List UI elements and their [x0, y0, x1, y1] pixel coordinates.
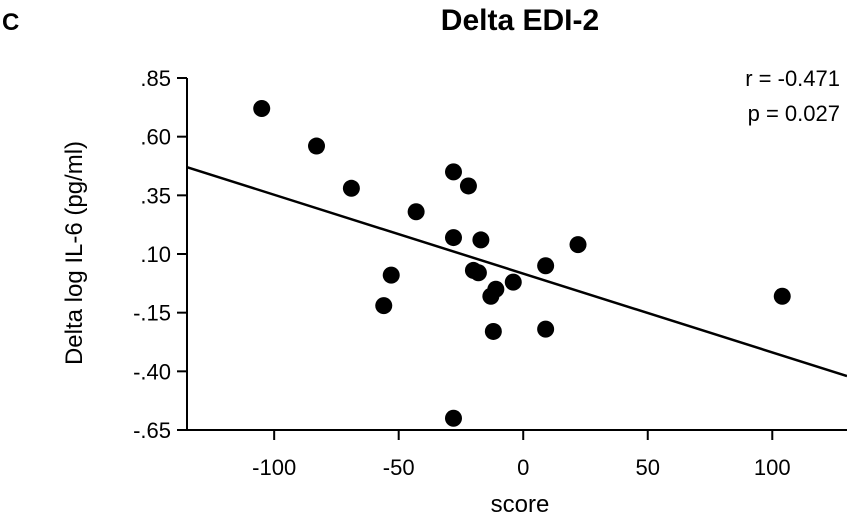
data-point [407, 203, 425, 221]
data-point [375, 297, 393, 315]
data-point [537, 320, 555, 338]
data-points [253, 100, 791, 427]
data-point [484, 322, 502, 340]
data-point [444, 163, 462, 181]
y-axis-label: Delta log IL-6 (pg/ml) [61, 141, 88, 365]
data-point [472, 231, 490, 249]
x-tick-label: -50 [383, 455, 415, 480]
x-tick-label: 50 [636, 455, 660, 480]
panel-label: C [2, 9, 19, 36]
p-value-annotation: p = 0.027 [748, 101, 840, 126]
data-point [444, 409, 462, 427]
y-axis: .85 .60 .35 .10 -.15 -.40 -.65 [133, 66, 187, 443]
x-axis: -100 -50 0 50 100 [252, 430, 791, 480]
x-tick-label: 100 [754, 455, 791, 480]
chart-title: Delta EDI-2 [441, 4, 599, 37]
y-tick-label: -.40 [133, 359, 171, 384]
y-tick-label: -.65 [133, 418, 171, 443]
regression-line [186, 165, 847, 378]
data-point [482, 287, 500, 305]
data-point [469, 264, 487, 282]
x-axis-label: score [491, 491, 550, 516]
data-point [382, 266, 400, 284]
y-tick-label: .10 [140, 242, 171, 267]
data-point [773, 287, 791, 305]
data-point [444, 229, 462, 247]
r-value-annotation: r = -0.471 [745, 66, 840, 91]
y-tick-label: .60 [140, 125, 171, 150]
data-point [342, 179, 360, 197]
data-point [253, 100, 271, 118]
data-point [569, 236, 587, 254]
y-tick-label: .85 [140, 66, 171, 91]
data-point [308, 137, 326, 155]
x-tick-label: -100 [252, 455, 296, 480]
y-tick-label: -.15 [133, 301, 171, 326]
data-point [504, 273, 522, 291]
regression-line-group [186, 165, 847, 378]
data-point [459, 177, 477, 195]
data-point [537, 257, 555, 275]
x-tick-label: 0 [517, 455, 529, 480]
y-tick-label: .35 [140, 183, 171, 208]
